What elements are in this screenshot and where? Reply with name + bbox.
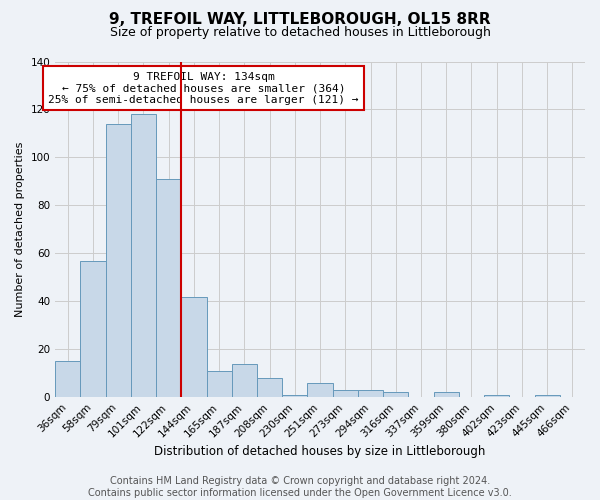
Bar [383,392,409,397]
Bar [358,390,383,397]
Text: Contains HM Land Registry data © Crown copyright and database right 2024.
Contai: Contains HM Land Registry data © Crown c… [88,476,512,498]
Bar [106,124,131,397]
Bar [181,296,206,397]
Bar [232,364,257,397]
Bar [434,392,459,397]
Bar [257,378,282,397]
Bar [55,362,80,397]
Bar [484,395,509,397]
Text: Size of property relative to detached houses in Littleborough: Size of property relative to detached ho… [110,26,490,39]
Y-axis label: Number of detached properties: Number of detached properties [15,142,25,317]
Bar [535,395,560,397]
Text: 9 TREFOIL WAY: 134sqm
← 75% of detached houses are smaller (364)
25% of semi-det: 9 TREFOIL WAY: 134sqm ← 75% of detached … [48,72,359,105]
Text: 9, TREFOIL WAY, LITTLEBOROUGH, OL15 8RR: 9, TREFOIL WAY, LITTLEBOROUGH, OL15 8RR [109,12,491,28]
Bar [80,260,106,397]
Bar [206,371,232,397]
Bar [332,390,358,397]
Bar [307,383,332,397]
Bar [282,395,307,397]
Bar [131,114,156,397]
Bar [156,179,181,397]
X-axis label: Distribution of detached houses by size in Littleborough: Distribution of detached houses by size … [154,444,486,458]
